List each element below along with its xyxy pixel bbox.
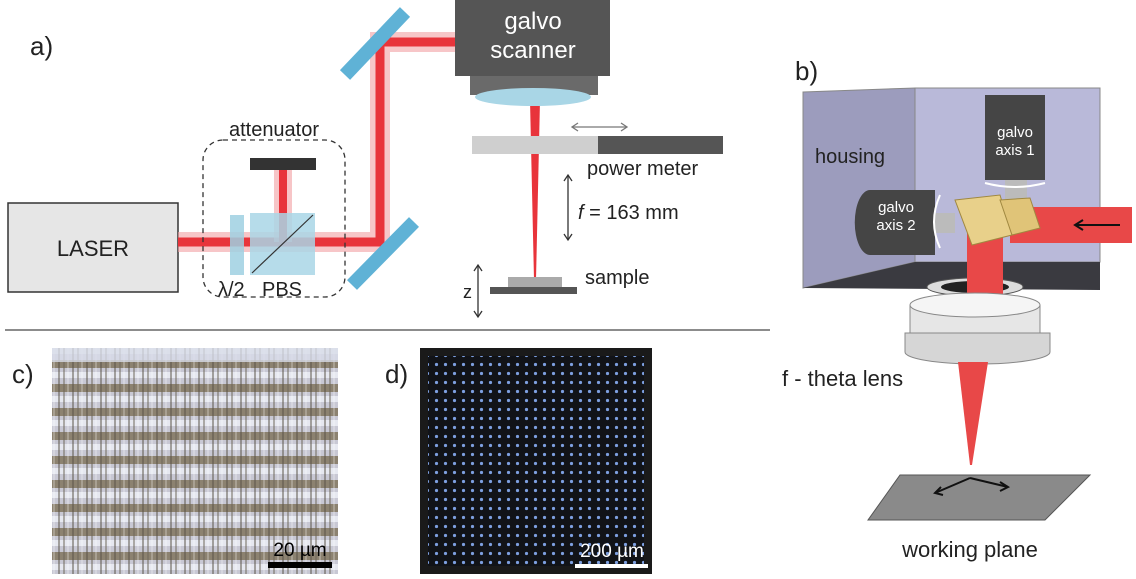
panel-label: c) <box>12 359 34 389</box>
scale-bar <box>268 562 332 568</box>
arrow <box>564 175 572 240</box>
galvo-scanner-label: scanner <box>490 37 575 64</box>
galvo-scanner-label: galvo <box>504 8 561 35</box>
beam <box>958 362 988 465</box>
lens <box>475 88 591 106</box>
galvo-axis-label: axis 2 <box>876 217 915 234</box>
beam-dump <box>250 158 316 170</box>
focal-length-label: f = 163 mm <box>578 202 679 224</box>
scale-bar-label: 200 µm <box>580 541 644 562</box>
scale-bar <box>575 564 648 568</box>
housing-label: housing <box>815 146 885 168</box>
figure: a) LASER attenuator λ/2 PBS galvo scanne… <box>0 0 1136 579</box>
power-meter-label: power meter <box>587 158 698 180</box>
power-meter <box>598 136 723 154</box>
lens-label: f - theta lens <box>782 366 903 391</box>
half-wave-plate <box>230 215 244 275</box>
panel-label: a) <box>30 31 53 61</box>
laser-label: LASER <box>57 236 129 261</box>
panel-label: d) <box>385 359 408 389</box>
micrograph <box>428 356 644 566</box>
stage <box>490 287 577 294</box>
shaft <box>1005 180 1027 200</box>
working-plane <box>868 475 1090 520</box>
attenuator-label: attenuator <box>229 119 319 141</box>
lens-base <box>905 333 1050 364</box>
shaft <box>935 213 955 233</box>
arrow <box>474 265 482 317</box>
lens-top <box>910 293 1040 317</box>
z-label: z <box>463 282 472 302</box>
panel-label: b) <box>795 56 818 86</box>
galvo-axis-label: galvo <box>878 199 914 216</box>
power-meter-track <box>472 136 598 154</box>
micrograph-edge <box>52 348 338 362</box>
scale-bar-label: 20 µm <box>273 540 326 561</box>
sample-label: sample <box>585 267 649 289</box>
galvo-axis-label: galvo <box>997 124 1033 141</box>
working-plane-label: working plane <box>901 537 1038 562</box>
value: = 163 mm <box>584 202 679 224</box>
pbs-label: PBS <box>262 279 302 301</box>
housing-side <box>803 88 915 288</box>
arrow <box>572 123 627 131</box>
sample <box>508 277 562 287</box>
galvo-axis-label: axis 1 <box>995 142 1034 159</box>
half-wave-plate-label: λ/2 <box>218 279 245 301</box>
